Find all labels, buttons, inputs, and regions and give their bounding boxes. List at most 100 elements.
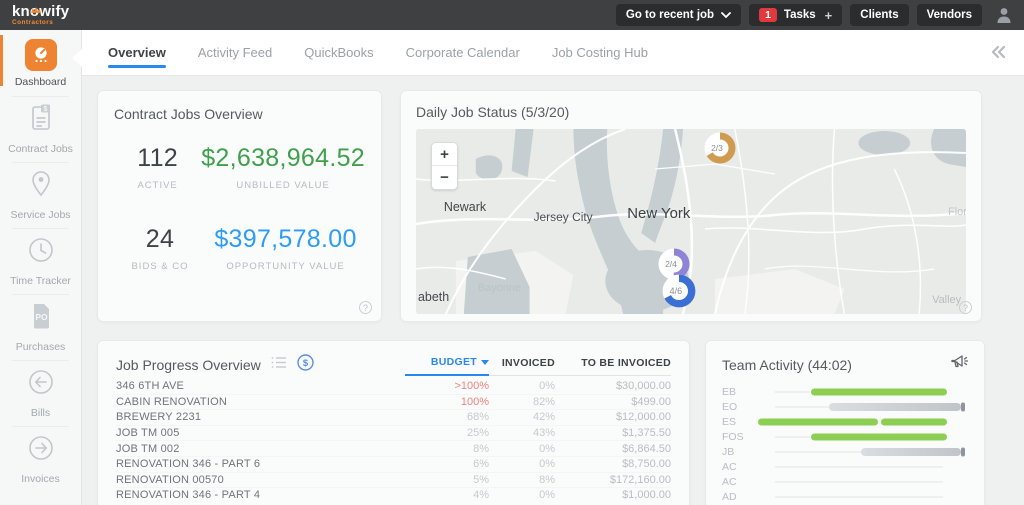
invoiced-value: 0% bbox=[539, 458, 555, 471]
svg-text:$: $ bbox=[303, 358, 309, 369]
active-count: 112 bbox=[137, 144, 178, 172]
svg-text:PO: PO bbox=[35, 312, 48, 322]
svg-text:$: $ bbox=[43, 106, 47, 113]
go-to-recent-job-button[interactable]: Go to recent job bbox=[615, 4, 742, 26]
list-icon[interactable] bbox=[271, 356, 287, 374]
map-label-bayonne: Bayonne bbox=[478, 282, 521, 294]
column-header-invoiced[interactable]: INVOICED bbox=[489, 357, 555, 376]
opportunity-value: $397,578.00 bbox=[214, 225, 357, 253]
sidebar-item-contract-jobs[interactable]: $ Contract Jobs bbox=[0, 96, 81, 162]
column-header-to-be-invoiced[interactable]: TO BE INVOICED bbox=[555, 357, 671, 376]
vendors-button[interactable]: Vendors bbox=[916, 4, 982, 26]
card-title: Team Activity (44:02) bbox=[722, 356, 852, 373]
clients-label: Clients bbox=[860, 9, 899, 21]
table-row[interactable]: CABIN RENOVATION 100% 82% $499.00 bbox=[116, 393, 671, 410]
sidebar-item-purchases[interactable]: PO Purchases bbox=[0, 294, 81, 360]
team-member-row[interactable]: FOS bbox=[722, 429, 968, 444]
team-member-row[interactable]: AC bbox=[722, 474, 968, 489]
sidebar: Dashboard $ Contract Jobs Service Jobs bbox=[0, 30, 82, 505]
sidebar-item-time-tracker[interactable]: Time Tracker bbox=[0, 228, 81, 294]
arrow-right-circle-icon bbox=[27, 433, 55, 468]
member-initials: EB bbox=[722, 385, 737, 398]
map-label-floral: Flor bbox=[948, 206, 966, 218]
budget-value: 25% bbox=[466, 427, 489, 440]
bids-count: 24 bbox=[145, 225, 175, 253]
tab-quickbooks[interactable]: QuickBooks bbox=[304, 30, 373, 75]
card-title: Contract Jobs Overview bbox=[114, 106, 263, 122]
job-marker[interactable]: 4/6 bbox=[661, 273, 696, 308]
budget-value: 4% bbox=[473, 489, 489, 502]
help-icon[interactable]: ? bbox=[359, 301, 372, 314]
table-row[interactable]: BREWERY 2231 68% 42% $12,000.00 bbox=[116, 409, 671, 425]
to-be-invoiced-value: $12,000.00 bbox=[615, 411, 671, 424]
clients-button[interactable]: Clients bbox=[850, 4, 909, 26]
team-member-row[interactable]: EO bbox=[722, 399, 968, 414]
activity-bar bbox=[758, 387, 968, 396]
table-row[interactable]: RENOVATION 346 - PART 6 6% 0% $8,750.00 bbox=[116, 455, 671, 472]
column-label: BUDGET bbox=[430, 356, 477, 368]
tab-overview[interactable]: Overview bbox=[108, 30, 166, 75]
zoom-in-button[interactable]: + bbox=[432, 143, 457, 166]
sidebar-item-bills[interactable]: Bills bbox=[0, 360, 81, 426]
job-marker[interactable]: 2/3 bbox=[703, 131, 737, 165]
table-row[interactable]: 346 6TH AVE >100% 0% $30,000.00 bbox=[116, 378, 671, 394]
zoom-out-button[interactable]: − bbox=[432, 166, 457, 189]
member-initials: AC bbox=[722, 475, 737, 488]
vendors-label: Vendors bbox=[926, 9, 972, 21]
member-initials: ES bbox=[722, 415, 737, 428]
logo-subtitle: Contractors bbox=[12, 18, 54, 26]
add-task-icon[interactable]: + bbox=[824, 7, 833, 23]
svg-text:2/4: 2/4 bbox=[665, 259, 677, 269]
budget-value: >100% bbox=[454, 379, 489, 392]
sidebar-item-label: Contract Jobs bbox=[8, 143, 73, 155]
sidebar-item-label: Time Tracker bbox=[10, 275, 71, 287]
invoiced-value: 43% bbox=[532, 427, 555, 440]
user-icon[interactable] bbox=[994, 5, 1014, 25]
svg-text:2/3: 2/3 bbox=[711, 143, 723, 153]
table-row[interactable]: JOB TM 002 8% 0% $6,864.50 bbox=[116, 440, 671, 456]
opportunity-value-label: OPPORTUNITY VALUE bbox=[226, 261, 345, 272]
team-member-row[interactable]: EB bbox=[722, 384, 968, 399]
map[interactable]: Newark Jersey City New York Bayonne abet… bbox=[416, 129, 966, 314]
tab-corporate-calendar[interactable]: Corporate Calendar bbox=[406, 30, 520, 75]
megaphone-icon[interactable] bbox=[950, 354, 969, 375]
table-row[interactable]: JOB TM 005 25% 43% $1,375.50 bbox=[116, 424, 671, 441]
sidebar-item-label: Service Jobs bbox=[10, 209, 71, 221]
team-member-row[interactable]: AC bbox=[722, 459, 968, 474]
unbilled-value-label: UNBILLED VALUE bbox=[236, 180, 330, 191]
job-progress-table: 346 6TH AVE >100% 0% $30,000.00 CABIN RE… bbox=[98, 376, 689, 503]
team-activity-card: Team Activity (44:02) EB EO ES bbox=[705, 340, 985, 505]
team-activity-list: EB EO ES FOS JB AC bbox=[706, 375, 984, 504]
team-member-row[interactable]: AD bbox=[722, 489, 968, 504]
table-row[interactable]: RENOVATION 346 - PART 4 4% 0% $1,000.00 bbox=[116, 487, 671, 503]
to-be-invoiced-value: $1,375.50 bbox=[622, 427, 671, 440]
tab-job-costing-hub[interactable]: Job Costing Hub bbox=[552, 30, 648, 75]
sidebar-item-label: Dashboard bbox=[14, 75, 67, 88]
tab-label: Job Costing Hub bbox=[551, 45, 648, 60]
member-initials: AC bbox=[722, 460, 737, 473]
job-name: RENOVATION 346 - PART 4 bbox=[116, 489, 261, 502]
help-icon[interactable]: ? bbox=[959, 301, 972, 314]
dollar-circle-icon[interactable]: $ bbox=[297, 354, 314, 376]
sidebar-item-dashboard[interactable]: Dashboard bbox=[0, 30, 82, 96]
card-title: Daily Job Status (5/3/20) bbox=[416, 104, 570, 120]
activity-bar bbox=[758, 477, 968, 486]
sidebar-item-service-jobs[interactable]: Service Jobs bbox=[0, 162, 81, 228]
sidebar-item-label: Purchases bbox=[15, 341, 66, 353]
budget-value: 8% bbox=[473, 442, 489, 455]
team-member-row[interactable]: JB bbox=[722, 444, 968, 459]
sidebar-item-invoices[interactable]: Invoices bbox=[0, 426, 81, 492]
tab-activity-feed[interactable]: Activity Feed bbox=[198, 30, 272, 75]
to-be-invoiced-value: $8,750.00 bbox=[622, 458, 671, 471]
column-header-budget[interactable]: BUDGET bbox=[405, 356, 489, 376]
activity-bar bbox=[758, 432, 968, 441]
knowify-logo[interactable]: knowify Contractors bbox=[12, 4, 69, 27]
member-initials: JB bbox=[722, 445, 735, 458]
tab-label: QuickBooks bbox=[304, 45, 374, 60]
collapse-panel-icon[interactable] bbox=[988, 43, 1008, 66]
budget-value: 68% bbox=[466, 411, 489, 424]
table-row[interactable]: RENOVATION 00570 5% 8% $172,160.00 bbox=[116, 471, 671, 488]
tasks-button[interactable]: 1 Tasks + bbox=[749, 4, 843, 26]
unbilled-value: $2,638,964.52 bbox=[201, 144, 365, 172]
team-member-row[interactable]: ES bbox=[722, 414, 968, 429]
